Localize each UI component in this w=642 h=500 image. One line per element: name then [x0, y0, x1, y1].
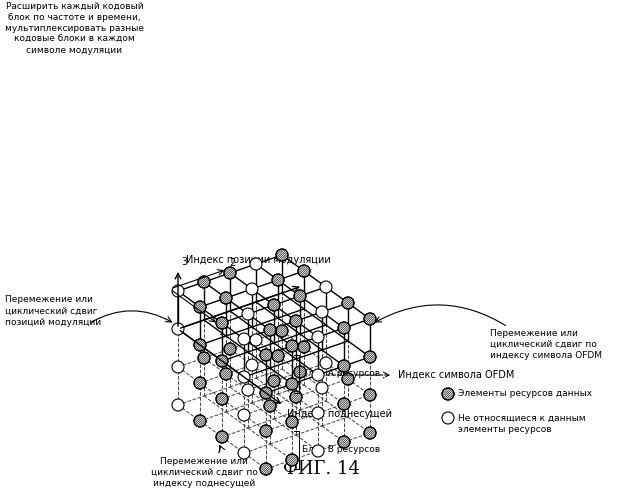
- Circle shape: [216, 317, 228, 329]
- Text: Перемежение или
циклический сдвиг по
индексу поднесущей: Перемежение или циклический сдвиг по инд…: [151, 457, 257, 488]
- Circle shape: [238, 333, 250, 345]
- Text: 1: 1: [220, 327, 225, 337]
- Text: Индекс позиции модуляции: Индекс позиции модуляции: [186, 255, 331, 265]
- Circle shape: [260, 425, 272, 437]
- Circle shape: [220, 368, 232, 380]
- Circle shape: [172, 285, 184, 297]
- Circle shape: [312, 445, 324, 457]
- Circle shape: [272, 274, 284, 286]
- Circle shape: [250, 258, 262, 270]
- Circle shape: [286, 340, 298, 352]
- Circle shape: [216, 355, 228, 367]
- Text: 3: 3: [181, 257, 187, 267]
- Circle shape: [342, 297, 354, 309]
- Circle shape: [242, 384, 254, 396]
- Text: Не относящиеся к данным
элементы ресурсов: Не относящиеся к данным элементы ресурсо…: [458, 414, 586, 434]
- Circle shape: [246, 359, 258, 371]
- Circle shape: [298, 341, 310, 353]
- Circle shape: [264, 400, 276, 412]
- Circle shape: [194, 339, 206, 351]
- Circle shape: [246, 283, 258, 295]
- Circle shape: [238, 447, 250, 459]
- Circle shape: [316, 306, 328, 318]
- Circle shape: [276, 249, 288, 261]
- Circle shape: [342, 373, 354, 385]
- Text: ФИГ. 14: ФИГ. 14: [282, 460, 360, 478]
- Circle shape: [268, 299, 280, 311]
- Circle shape: [216, 431, 228, 443]
- Text: Индекс символа OFDM: Индекс символа OFDM: [398, 370, 514, 380]
- Circle shape: [290, 315, 302, 327]
- Circle shape: [272, 350, 284, 362]
- Circle shape: [238, 409, 250, 421]
- Circle shape: [172, 361, 184, 373]
- Circle shape: [216, 393, 228, 405]
- Circle shape: [320, 281, 332, 293]
- Circle shape: [442, 388, 454, 400]
- Circle shape: [290, 391, 302, 403]
- Text: Элементы ресурсов данных: Элементы ресурсов данных: [458, 390, 592, 398]
- Text: Блок В ресурсов: Блок В ресурсов: [302, 446, 380, 454]
- Circle shape: [364, 313, 376, 325]
- Circle shape: [312, 407, 324, 419]
- Text: 2: 2: [229, 258, 236, 268]
- Circle shape: [242, 308, 254, 320]
- Circle shape: [194, 377, 206, 389]
- Circle shape: [276, 325, 288, 337]
- Circle shape: [286, 378, 298, 390]
- Text: Перемежение или
циклический сдвиг по
индексу символа OFDM: Перемежение или циклический сдвиг по инд…: [490, 329, 602, 360]
- Circle shape: [320, 357, 332, 369]
- Text: Расширить каждый кодовый
блок по частоте и времени,
мультиплексировать разные
ко: Расширить каждый кодовый блок по частоте…: [5, 2, 144, 56]
- Circle shape: [316, 382, 328, 394]
- Circle shape: [338, 360, 350, 372]
- Text: Блок А ресурсов: Блок А ресурсов: [302, 370, 380, 378]
- Circle shape: [312, 369, 324, 381]
- Circle shape: [364, 389, 376, 401]
- Circle shape: [294, 366, 306, 378]
- Circle shape: [338, 322, 350, 334]
- Circle shape: [312, 331, 324, 343]
- Circle shape: [194, 301, 206, 313]
- Circle shape: [294, 290, 306, 302]
- Circle shape: [172, 323, 184, 335]
- Circle shape: [194, 415, 206, 427]
- Circle shape: [264, 324, 276, 336]
- Circle shape: [224, 343, 236, 355]
- Circle shape: [338, 398, 350, 410]
- Circle shape: [442, 412, 454, 424]
- Circle shape: [286, 454, 298, 466]
- Circle shape: [364, 427, 376, 439]
- Circle shape: [364, 351, 376, 363]
- Circle shape: [220, 292, 232, 304]
- Circle shape: [198, 276, 210, 288]
- Circle shape: [268, 375, 280, 387]
- Circle shape: [238, 371, 250, 383]
- Circle shape: [338, 436, 350, 448]
- Circle shape: [260, 463, 272, 475]
- Circle shape: [260, 387, 272, 399]
- Circle shape: [172, 399, 184, 411]
- Text: Перемежение или
циклический сдвиг
позиций модуляции: Перемежение или циклический сдвиг позици…: [5, 296, 101, 326]
- Circle shape: [224, 267, 236, 279]
- Circle shape: [286, 416, 298, 428]
- Circle shape: [250, 334, 262, 346]
- Circle shape: [260, 349, 272, 361]
- Circle shape: [198, 352, 210, 364]
- Text: Индекс поднесущей: Индекс поднесущей: [286, 409, 392, 419]
- Circle shape: [298, 265, 310, 277]
